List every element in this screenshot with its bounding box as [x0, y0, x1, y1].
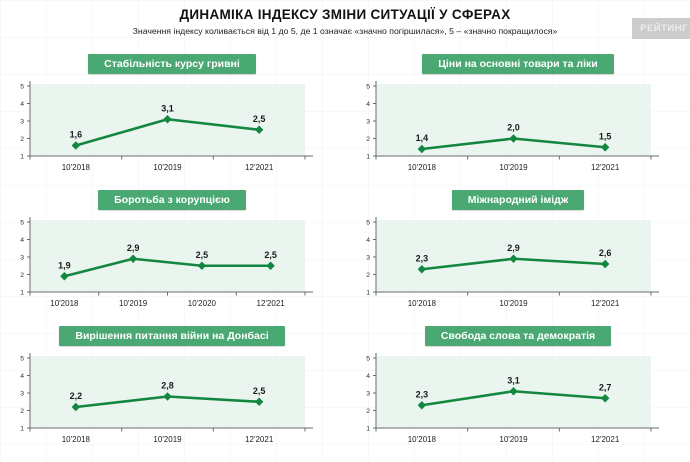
line-chart-prices-goods-medicine: 1 2 3 4 5 10'2018 10'2019 12'2021 1,4 2,0 1,5: [366, 81, 659, 172]
line-chart-donbas-war-resolution: 1 2 3 4 5 10'2018 10'2019 12'2021 2,2 2,8 2,5: [20, 353, 313, 444]
line-chart-freedom-democracy: 1 2 3 4 5 10'2018 10'2019 12'2021 2,3 3,1 2,7: [366, 353, 659, 444]
svg-text:2,6: 2,6: [599, 248, 612, 258]
svg-text:2: 2: [366, 272, 370, 279]
chart-title-corruption-fight: Боротьба з корупцією: [98, 190, 246, 210]
line-chart-international-image: 1 2 3 4 5 10'2018 10'2019 12'2021 2,3 2,9 2,6: [366, 217, 659, 308]
svg-text:3,1: 3,1: [161, 103, 174, 113]
svg-text:12'2021: 12'2021: [245, 435, 274, 444]
svg-text:12'2021: 12'2021: [257, 299, 286, 308]
chart-title-currency-stability: Стабільність курсу гривні: [88, 54, 256, 74]
svg-text:4: 4: [20, 101, 24, 108]
svg-text:4: 4: [20, 237, 24, 244]
svg-text:10'2018: 10'2018: [62, 163, 91, 172]
chart-card-freedom-democracy: Свобода слова та демократія 1 2 3 4 5 10'2018…: [351, 324, 685, 460]
svg-text:1: 1: [366, 289, 370, 296]
svg-text:10'2018: 10'2018: [408, 435, 437, 444]
svg-text:10'2019: 10'2019: [499, 163, 528, 172]
svg-text:3,1: 3,1: [507, 375, 520, 385]
svg-text:3: 3: [20, 118, 24, 125]
rating-group-logo: РЕЙТИНГ: [632, 18, 690, 39]
svg-text:2,5: 2,5: [253, 386, 266, 396]
svg-text:10'2019: 10'2019: [119, 299, 148, 308]
chart-card-corruption-fight: Боротьба з корупцією 1 2 3 4 5 10'2018 10'2019…: [5, 188, 339, 324]
chart-card-donbas-war-resolution: Вирішення питання війни на Донбасі 1 2 3 4 5…: [5, 324, 339, 460]
svg-text:2,9: 2,9: [507, 243, 520, 253]
svg-text:12'2021: 12'2021: [591, 163, 620, 172]
line-chart-currency-stability: 1 2 3 4 5 10'2018 10'2019 12'2021 1,6 3,1 2,5: [20, 81, 313, 172]
svg-text:10'2018: 10'2018: [408, 163, 437, 172]
svg-text:10'2018: 10'2018: [62, 435, 91, 444]
svg-text:1,5: 1,5: [599, 131, 612, 141]
svg-text:2,2: 2,2: [70, 391, 83, 401]
svg-text:1,4: 1,4: [416, 133, 429, 143]
svg-text:2,9: 2,9: [127, 243, 140, 253]
svg-text:10'2019: 10'2019: [499, 299, 528, 308]
svg-text:10'2019: 10'2019: [153, 435, 182, 444]
svg-text:5: 5: [20, 355, 24, 362]
svg-text:12'2021: 12'2021: [245, 163, 274, 172]
svg-text:1,9: 1,9: [58, 260, 71, 270]
svg-text:10'2020: 10'2020: [188, 299, 217, 308]
svg-text:4: 4: [366, 237, 370, 244]
svg-text:2: 2: [20, 408, 24, 415]
page-subtitle: Значення індексу коливається від 1 до 5,…: [132, 26, 558, 36]
svg-text:2,7: 2,7: [599, 382, 612, 392]
chart-title-international-image: Міжнародний імідж: [451, 190, 585, 210]
chart-card-currency-stability: Стабільність курсу гривні 1 2 3 4 5 10'2018 10…: [5, 52, 339, 188]
charts-grid: Стабільність курсу гривні 1 2 3 4 5 10'2018 10…: [5, 52, 685, 460]
svg-text:2: 2: [20, 136, 24, 143]
svg-text:2,3: 2,3: [416, 389, 429, 399]
svg-text:10'2019: 10'2019: [153, 163, 182, 172]
svg-text:2: 2: [366, 136, 370, 143]
svg-text:5: 5: [366, 83, 370, 90]
svg-text:2: 2: [20, 272, 24, 279]
svg-text:2,5: 2,5: [264, 250, 277, 260]
svg-text:5: 5: [366, 219, 370, 226]
svg-text:5: 5: [20, 83, 24, 90]
chart-card-international-image: Міжнародний імідж 1 2 3 4 5 10'2018 10'2019 12'…: [351, 188, 685, 324]
svg-text:1: 1: [20, 425, 24, 432]
svg-text:3: 3: [366, 254, 370, 261]
svg-text:10'2018: 10'2018: [50, 299, 79, 308]
svg-text:3: 3: [366, 118, 370, 125]
svg-text:3: 3: [20, 390, 24, 397]
line-chart-corruption-fight: 1 2 3 4 5 10'2018 10'2019 10'2020 12'2021 1,9 2,9 2…: [20, 217, 313, 308]
svg-text:10'2019: 10'2019: [499, 435, 528, 444]
chart-card-prices-goods-medicine: Ціни на основні товари та ліки 1 2 3 4 5 10'2…: [351, 52, 685, 188]
svg-text:3: 3: [366, 390, 370, 397]
svg-text:1: 1: [366, 153, 370, 160]
svg-text:1: 1: [20, 153, 24, 160]
svg-text:12'2021: 12'2021: [591, 435, 620, 444]
chart-title-freedom-democracy: Свобода слова та демократія: [424, 326, 612, 346]
chart-title-donbas-war-resolution: Вирішення питання війни на Донбасі: [59, 326, 285, 346]
svg-text:5: 5: [20, 219, 24, 226]
svg-text:4: 4: [20, 373, 24, 380]
svg-text:2,8: 2,8: [161, 381, 174, 391]
svg-text:1: 1: [366, 425, 370, 432]
svg-text:2,5: 2,5: [196, 250, 209, 260]
svg-text:4: 4: [366, 373, 370, 380]
svg-text:4: 4: [366, 101, 370, 108]
svg-text:2,0: 2,0: [507, 123, 520, 133]
svg-text:1: 1: [20, 289, 24, 296]
chart-title-prices-goods-medicine: Ціни на основні товари та ліки: [422, 54, 614, 74]
svg-text:12'2021: 12'2021: [591, 299, 620, 308]
svg-text:2,3: 2,3: [416, 253, 429, 263]
svg-text:3: 3: [20, 254, 24, 261]
svg-text:5: 5: [366, 355, 370, 362]
svg-text:10'2018: 10'2018: [408, 299, 437, 308]
svg-text:2,5: 2,5: [253, 114, 266, 124]
svg-text:2: 2: [366, 408, 370, 415]
page-title: ДИНАМІКА ІНДЕКСУ ЗМІНИ СИТУАЦІЇ У СФЕРАХ: [179, 7, 511, 22]
svg-text:1,6: 1,6: [70, 130, 83, 140]
